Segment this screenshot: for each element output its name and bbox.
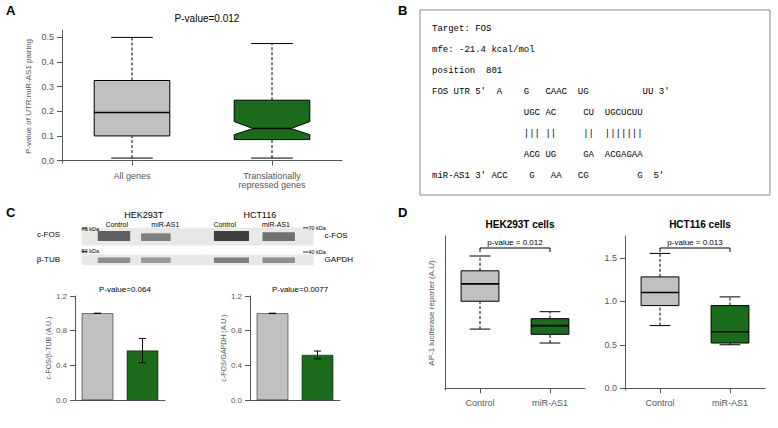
svg-text:0.0: 0.0 bbox=[41, 156, 54, 166]
svg-text:c-FOS/GAPDH (A.U.): c-FOS/GAPDH (A.U.) bbox=[220, 314, 228, 381]
svg-text:0.5: 0.5 bbox=[604, 340, 617, 350]
svg-text:0.8: 0.8 bbox=[231, 326, 243, 335]
svg-text:c-FOS: c-FOS bbox=[37, 230, 60, 239]
svg-text:C: C bbox=[6, 205, 16, 220]
svg-text:P-value=0.012: P-value=0.012 bbox=[175, 13, 240, 24]
svg-text:0.5: 0.5 bbox=[41, 32, 54, 42]
svg-text:G: G bbox=[637, 171, 642, 181]
svg-text:Translationally: Translationally bbox=[243, 170, 301, 181]
svg-text:GA: GA bbox=[583, 150, 594, 160]
svg-text:Control: Control bbox=[465, 398, 494, 408]
svg-text:AA: AA bbox=[551, 171, 562, 181]
svg-text:c-FOS/β-TUB (A.U.): c-FOS/β-TUB (A.U.) bbox=[45, 317, 53, 380]
svg-text:c-FOS: c-FOS bbox=[325, 231, 348, 240]
svg-text:|||||||: ||||||| bbox=[605, 129, 643, 139]
svg-text:miR-AS1: miR-AS1 bbox=[532, 398, 568, 408]
svg-text:CG: CG bbox=[578, 171, 589, 181]
svg-text:50 kDa: 50 kDa bbox=[82, 248, 100, 254]
svg-text:miR-AS1: miR-AS1 bbox=[151, 221, 179, 228]
svg-text:GAPDH: GAPDH bbox=[325, 255, 354, 264]
svg-text:repressed genes: repressed genes bbox=[238, 180, 306, 190]
svg-text:p-value = 0.013: p-value = 0.013 bbox=[667, 238, 723, 247]
svg-text:HCT116 cells: HCT116 cells bbox=[669, 219, 731, 230]
svg-text:801: 801 bbox=[486, 66, 502, 76]
svg-text:G: G bbox=[524, 87, 529, 97]
svg-text:p-value = 0.012: p-value = 0.012 bbox=[487, 238, 543, 247]
svg-text:AP-1 luciferase reporter (A.U): AP-1 luciferase reporter (A.U) bbox=[427, 260, 436, 366]
svg-text:0.2: 0.2 bbox=[41, 106, 54, 116]
svg-text:A: A bbox=[6, 3, 16, 18]
svg-text:40 kDa: 40 kDa bbox=[308, 249, 326, 255]
svg-text:75 kDa: 75 kDa bbox=[82, 226, 100, 232]
svg-text:0.4: 0.4 bbox=[56, 361, 68, 370]
svg-text:0.8: 0.8 bbox=[56, 326, 68, 335]
svg-text:UG: UG bbox=[578, 87, 589, 97]
svg-text:A: A bbox=[497, 87, 503, 97]
svg-text:HCT116: HCT116 bbox=[243, 210, 276, 220]
svg-text:D: D bbox=[398, 205, 407, 220]
svg-text:1.2: 1.2 bbox=[231, 292, 243, 301]
svg-text:1.5: 1.5 bbox=[604, 253, 617, 263]
svg-text:β-TUB: β-TUB bbox=[37, 255, 60, 264]
svg-text:CU: CU bbox=[583, 108, 594, 118]
svg-text:ACGAGAA: ACGAGAA bbox=[605, 150, 643, 160]
svg-text:0.3: 0.3 bbox=[41, 82, 54, 92]
svg-text:HEK293T: HEK293T bbox=[124, 210, 164, 220]
svg-text:mfe: -21.4 kcal/mol: mfe: -21.4 kcal/mol bbox=[432, 45, 535, 55]
svg-text:Control: Control bbox=[213, 221, 236, 228]
svg-text:All genes: All genes bbox=[113, 171, 151, 181]
svg-text:G: G bbox=[529, 171, 534, 181]
svg-text:B: B bbox=[398, 3, 407, 18]
svg-text:UGC AC: UGC AC bbox=[524, 108, 557, 118]
svg-text:1.2: 1.2 bbox=[56, 292, 68, 301]
svg-text:0.1: 0.1 bbox=[41, 131, 54, 141]
svg-text:0.4: 0.4 bbox=[41, 57, 54, 67]
svg-text:CAAC: CAAC bbox=[545, 87, 567, 97]
svg-text:5': 5' bbox=[653, 171, 664, 181]
svg-text:FOS UTR 5': FOS UTR 5' bbox=[432, 87, 486, 97]
svg-text:miR-AS1: miR-AS1 bbox=[262, 221, 290, 228]
svg-text:1.0: 1.0 bbox=[604, 296, 617, 306]
svg-text:Control: Control bbox=[105, 221, 128, 228]
svg-text:UU 3': UU 3' bbox=[643, 87, 670, 97]
svg-text:0.0: 0.0 bbox=[56, 396, 68, 405]
svg-text:miR-AS1 3' ACC: miR-AS1 3' ACC bbox=[432, 171, 508, 181]
svg-text:0.0: 0.0 bbox=[604, 383, 617, 393]
svg-text:||| ||: ||| || bbox=[524, 129, 556, 139]
svg-text:P-value=0.064: P-value=0.064 bbox=[99, 285, 151, 294]
svg-text:ACG UG: ACG UG bbox=[524, 150, 556, 160]
svg-text:P-value=0.0077: P-value=0.0077 bbox=[272, 285, 329, 294]
svg-text:Target: FOS: Target: FOS bbox=[432, 24, 491, 34]
svg-text:Control: Control bbox=[645, 398, 674, 408]
svg-text:0.0: 0.0 bbox=[231, 396, 243, 405]
svg-text:0.4: 0.4 bbox=[231, 361, 243, 370]
svg-text:P-value of UTR:miR-AS1 pairing: P-value of UTR:miR-AS1 pairing bbox=[24, 39, 33, 154]
svg-text:70 kDa: 70 kDa bbox=[308, 225, 326, 231]
svg-text:UGCUCUU: UGCUCUU bbox=[605, 108, 643, 118]
svg-text:HEK293T cells: HEK293T cells bbox=[486, 219, 555, 230]
svg-text:miR-AS1: miR-AS1 bbox=[712, 398, 748, 408]
svg-text:position: position bbox=[432, 66, 475, 76]
svg-text:||: || bbox=[583, 129, 594, 139]
